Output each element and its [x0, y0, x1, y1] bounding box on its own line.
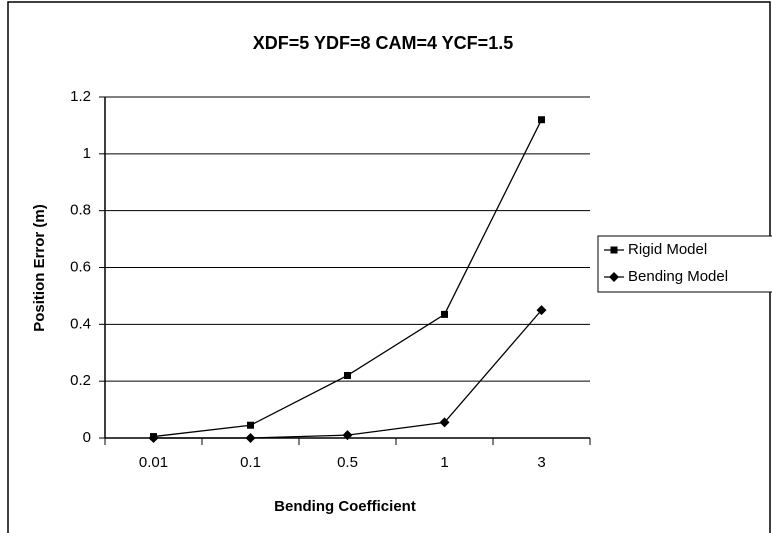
x-axis-label: Bending Coefficient — [274, 498, 416, 515]
x-tick-label: 3 — [537, 454, 545, 471]
x-tick-label: 0.01 — [139, 454, 168, 471]
legend-label: Rigid Model — [628, 241, 707, 258]
data-point — [439, 417, 450, 428]
legend-marker — [609, 272, 619, 282]
chart-title: XDF=5 YDF=8 CAM=4 YCF=1.5 — [253, 33, 513, 53]
data-point — [536, 305, 547, 316]
legend-box — [597, 235, 772, 293]
y-tick-label: 1 — [83, 145, 91, 162]
y-tick-label: 0.2 — [70, 372, 91, 389]
x-tick-label: 1 — [440, 454, 448, 471]
y-tick-label: 0.4 — [70, 315, 91, 332]
data-point — [344, 371, 351, 379]
data-point — [148, 433, 159, 443]
y-axis-label: Position Error (m) — [31, 204, 48, 332]
x-tick-label: 0.1 — [240, 454, 261, 471]
y-tick-label: 0.8 — [70, 202, 91, 219]
x-tick-label: 0.5 — [337, 454, 358, 471]
y-tick-label: 0 — [83, 429, 91, 446]
legend-marker — [610, 246, 618, 254]
data-point — [245, 433, 256, 443]
y-tick-label: 0.6 — [70, 258, 91, 275]
data-point — [247, 421, 254, 429]
legend-label: Bending Model — [628, 268, 728, 285]
data-point — [342, 430, 353, 441]
data-point — [538, 116, 545, 124]
y-tick-label: 1.2 — [70, 88, 91, 105]
data-point — [441, 310, 448, 318]
series-line — [153, 119, 543, 438]
